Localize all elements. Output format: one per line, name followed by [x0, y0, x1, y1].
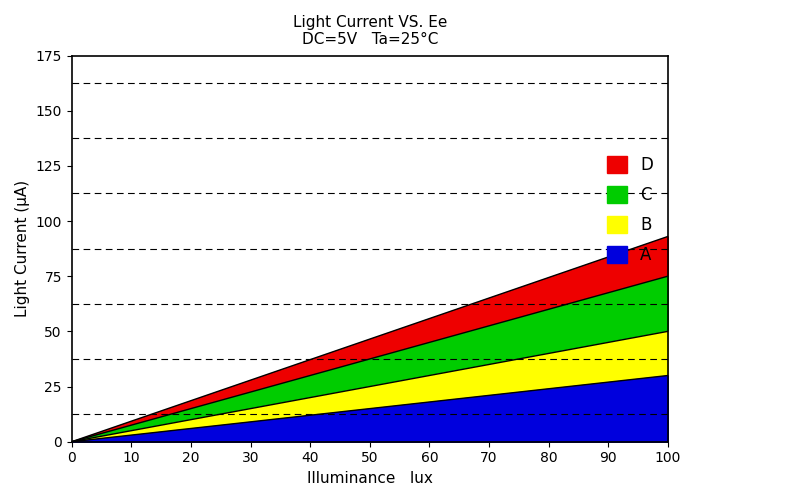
X-axis label: Illuminance   lux: Illuminance lux: [306, 471, 433, 486]
Legend: D, C, B, A: D, C, B, A: [600, 149, 659, 271]
Y-axis label: Light Current (μA): Light Current (μA): [15, 180, 30, 317]
Title: Light Current VS. Ee
DC=5V   Ta=25°C: Light Current VS. Ee DC=5V Ta=25°C: [293, 15, 447, 48]
